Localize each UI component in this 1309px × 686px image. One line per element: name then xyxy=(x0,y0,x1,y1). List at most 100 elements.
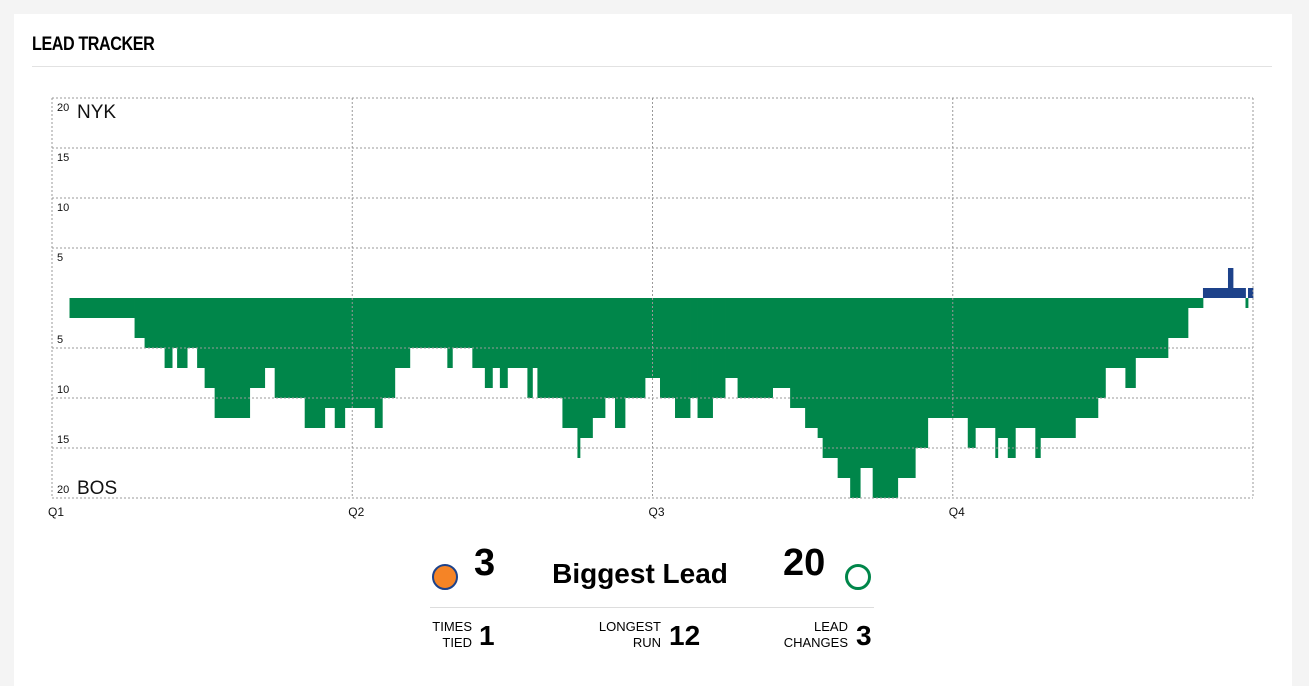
lead-step xyxy=(975,298,996,428)
lead-step xyxy=(507,298,528,368)
lead-changes-value: 3 xyxy=(856,620,872,651)
lead-step xyxy=(995,298,999,458)
lead-step xyxy=(850,298,861,498)
times-tied-label: TIMES TIED xyxy=(432,619,472,650)
lead-step xyxy=(527,298,533,398)
lead-step xyxy=(344,298,376,408)
lead-step xyxy=(1232,288,1246,298)
lead-step xyxy=(1247,288,1254,298)
lead-step xyxy=(177,298,188,368)
lead-step xyxy=(134,298,145,338)
lead-step xyxy=(409,298,448,348)
lead-step xyxy=(822,298,839,458)
lead-step xyxy=(697,298,713,418)
lead-step xyxy=(897,298,916,478)
lead-step xyxy=(562,298,578,428)
lead-step xyxy=(1202,288,1229,298)
lead-changes-label: LEAD CHANGES xyxy=(783,619,848,650)
lead-step xyxy=(214,298,251,418)
lead-step xyxy=(1040,298,1076,438)
lead-step xyxy=(492,298,501,368)
lead-step xyxy=(860,298,874,468)
lead-step xyxy=(264,298,276,368)
bottom-team-label: BOS xyxy=(77,478,117,499)
lead-step xyxy=(197,298,206,368)
bos-biggest-lead: 20 xyxy=(783,542,826,584)
lead-step xyxy=(1125,298,1136,388)
chart: 20 15 10 5 5 10 15 20 NYK BOS Q1 Q2 Q3 Q4 xyxy=(48,97,1254,519)
lead-step xyxy=(1007,298,1016,458)
lead-step xyxy=(484,298,493,388)
lead-step xyxy=(1167,298,1189,338)
lead-step xyxy=(772,298,791,388)
lead-step xyxy=(1135,298,1169,358)
y-tick-label: 15 xyxy=(57,434,69,446)
title: LEAD TRACKER xyxy=(32,34,155,55)
lead-step xyxy=(374,298,383,428)
lead-step xyxy=(499,298,508,388)
lead-step xyxy=(624,298,646,398)
lead-step xyxy=(712,298,726,398)
top-team-label: NYK xyxy=(77,102,116,123)
lead-step xyxy=(579,298,593,438)
lead-step xyxy=(1245,298,1249,308)
lead-step xyxy=(187,298,198,348)
lead-step xyxy=(472,298,486,368)
y-tick-label: 10 xyxy=(57,384,69,396)
lead-step xyxy=(394,298,411,368)
longest-run-value: 12 xyxy=(669,620,701,651)
nyk-biggest-lead: 3 xyxy=(474,542,496,584)
lead-step xyxy=(805,298,819,428)
lead-step xyxy=(164,298,173,368)
x-tick-label: Q1 xyxy=(48,505,64,519)
y-tick-label: 20 xyxy=(57,102,69,114)
lead-step xyxy=(592,298,606,418)
lead-step xyxy=(614,298,626,428)
times-tied-value: 1 xyxy=(479,620,495,651)
lead-step xyxy=(1035,298,1041,458)
lead-step xyxy=(172,298,178,348)
lead-step xyxy=(577,298,581,458)
lead-step xyxy=(604,298,616,398)
lead-step xyxy=(452,298,473,348)
y-tick-label: 10 xyxy=(57,202,69,214)
lead-step xyxy=(1105,298,1126,368)
lead-step xyxy=(725,298,738,378)
lead-step xyxy=(69,298,135,318)
lead-step xyxy=(660,298,676,398)
lead-step xyxy=(334,298,346,428)
lead-step xyxy=(837,298,851,478)
lead-step xyxy=(1227,268,1234,298)
lead-step xyxy=(204,298,216,388)
lead-step xyxy=(1015,298,1036,428)
lead-step xyxy=(249,298,266,388)
lead-step xyxy=(532,298,538,368)
lead-step xyxy=(817,298,824,438)
lead-step xyxy=(1187,298,1204,308)
biggest-lead-label: Biggest Lead xyxy=(552,558,728,589)
x-tick-label: Q4 xyxy=(949,505,965,519)
divider xyxy=(32,66,1272,67)
lead-step xyxy=(927,298,969,418)
lead-step xyxy=(1075,298,1099,418)
lead-step xyxy=(997,298,1009,438)
lead-step xyxy=(915,298,929,448)
x-tick-label: Q2 xyxy=(348,505,364,519)
bos-logo xyxy=(845,564,871,590)
nyk-logo xyxy=(432,564,458,590)
longest-run-label: LONGEST RUN xyxy=(598,619,661,650)
lead-step xyxy=(737,298,773,398)
lead-step xyxy=(447,298,453,368)
lead-step xyxy=(304,298,326,428)
x-tick-label: Q3 xyxy=(649,505,665,519)
lead-step xyxy=(675,298,691,418)
lead-step xyxy=(967,298,976,448)
y-tick-label: 5 xyxy=(57,334,63,346)
lead-step xyxy=(790,298,806,408)
stats-divider xyxy=(430,607,874,608)
lead-step xyxy=(144,298,165,348)
lead-step xyxy=(324,298,336,408)
y-tick-label: 15 xyxy=(57,152,69,164)
y-tick-label: 5 xyxy=(57,252,63,264)
